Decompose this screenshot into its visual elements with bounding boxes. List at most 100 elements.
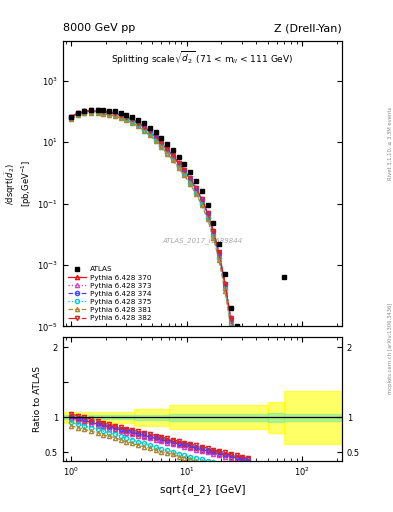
Pythia 6.428 373 [76, 111, 81, 117]
Pythia 6.428 373 [142, 125, 147, 131]
Pythia 6.428 382 [211, 228, 216, 234]
Pythia 6.428 373 [188, 176, 193, 182]
Pythia 6.428 382 [217, 249, 221, 255]
Pythia 6.428 381 [206, 217, 210, 223]
ATLAS [107, 108, 112, 114]
Pythia 6.428 381 [113, 113, 118, 119]
Pythia 6.428 375 [176, 164, 181, 170]
Pythia 6.428 381 [89, 110, 94, 116]
Pythia 6.428 381 [82, 111, 86, 117]
Pythia 6.428 382 [124, 114, 129, 120]
Pythia 6.428 374 [176, 160, 181, 166]
Pythia 6.428 381 [239, 365, 244, 371]
Pythia 6.428 374 [130, 117, 135, 123]
Text: mcplots.cern.ch [arXiv:1306.3436]: mcplots.cern.ch [arXiv:1306.3436] [387, 303, 393, 394]
Pythia 6.428 370 [171, 153, 175, 159]
Pythia 6.428 373 [206, 211, 210, 218]
Pythia 6.428 373 [223, 282, 228, 288]
Pythia 6.428 382 [142, 124, 147, 130]
ATLAS [217, 241, 221, 247]
Pythia 6.428 370 [159, 140, 163, 146]
X-axis label: sqrt{d_2} [GeV]: sqrt{d_2} [GeV] [160, 484, 245, 495]
Pythia 6.428 375 [101, 110, 106, 116]
Pythia 6.428 381 [217, 257, 221, 263]
Pythia 6.428 375 [69, 115, 73, 121]
Pythia 6.428 370 [113, 111, 118, 117]
Pythia 6.428 370 [193, 185, 198, 191]
Pythia 6.428 382 [76, 110, 81, 116]
Pythia 6.428 374 [206, 210, 210, 217]
Pythia 6.428 370 [176, 160, 181, 166]
Pythia 6.428 375 [76, 111, 81, 117]
Pythia 6.428 375 [182, 171, 186, 177]
Pythia 6.428 373 [89, 108, 94, 114]
Pythia 6.428 381 [124, 117, 129, 123]
Pythia 6.428 374 [153, 134, 158, 140]
Pythia 6.428 381 [182, 172, 186, 178]
Pythia 6.428 374 [119, 112, 123, 118]
Pythia 6.428 375 [246, 404, 250, 410]
Pythia 6.428 370 [95, 108, 100, 114]
Pythia 6.428 374 [188, 176, 193, 182]
ATLAS [113, 108, 118, 114]
Pythia 6.428 374 [171, 153, 175, 159]
Pythia 6.428 382 [153, 133, 158, 139]
ATLAS [95, 106, 100, 113]
Pythia 6.428 382 [82, 108, 86, 114]
Pythia 6.428 374 [182, 167, 186, 173]
Pythia 6.428 373 [136, 120, 140, 126]
Pythia 6.428 374 [107, 109, 112, 115]
Pythia 6.428 370 [188, 176, 193, 182]
Text: Z (Drell-Yan): Z (Drell-Yan) [274, 23, 342, 33]
Pythia 6.428 375 [147, 132, 152, 138]
Pythia 6.428 381 [136, 123, 140, 130]
Text: ATLAS_2017_I1589844: ATLAS_2017_I1589844 [162, 238, 242, 244]
Pythia 6.428 370 [223, 282, 228, 288]
Pythia 6.428 375 [89, 109, 94, 115]
Pythia 6.428 382 [69, 114, 73, 120]
Pythia 6.428 375 [153, 137, 158, 143]
Pythia 6.428 374 [234, 334, 239, 340]
Pythia 6.428 374 [95, 108, 100, 114]
Pythia 6.428 375 [119, 114, 123, 120]
Pythia 6.428 381 [171, 157, 175, 163]
Text: 8000 GeV pp: 8000 GeV pp [63, 23, 135, 33]
Pythia 6.428 370 [89, 108, 94, 114]
Line: ATLAS: ATLAS [69, 108, 251, 390]
Pythia 6.428 381 [153, 138, 158, 144]
Pythia 6.428 382 [136, 119, 140, 125]
Pythia 6.428 381 [193, 191, 198, 197]
Pythia 6.428 382 [188, 175, 193, 181]
Pythia 6.428 374 [136, 120, 140, 126]
Line: Pythia 6.428 373: Pythia 6.428 373 [69, 109, 250, 403]
Pythia 6.428 373 [130, 117, 135, 123]
Pythia 6.428 373 [82, 109, 86, 115]
Pythia 6.428 382 [147, 128, 152, 134]
Pythia 6.428 374 [142, 124, 147, 130]
Pythia 6.428 381 [246, 406, 250, 412]
Pythia 6.428 382 [239, 356, 244, 362]
Y-axis label: d$\sigma$
/dsqrt($\widetilde{d}_2$)
[pb,GeV$^{-1}$]: d$\sigma$ /dsqrt($\widetilde{d}_2$) [pb,… [0, 160, 34, 207]
Pythia 6.428 374 [89, 108, 94, 114]
Pythia 6.428 374 [239, 356, 244, 362]
Pythia 6.428 373 [217, 251, 221, 257]
Pythia 6.428 374 [76, 110, 81, 116]
Pythia 6.428 370 [119, 112, 123, 118]
ATLAS [82, 108, 86, 114]
ATLAS [223, 271, 228, 278]
Pythia 6.428 375 [199, 201, 204, 207]
Pythia 6.428 382 [206, 210, 210, 216]
ATLAS [188, 168, 193, 175]
Pythia 6.428 370 [206, 211, 210, 217]
Pythia 6.428 381 [101, 111, 106, 117]
Pythia 6.428 382 [95, 108, 100, 114]
ATLAS [234, 324, 239, 330]
Pythia 6.428 373 [199, 197, 204, 203]
Pythia 6.428 370 [107, 110, 112, 116]
ATLAS [171, 147, 175, 153]
ATLAS [199, 188, 204, 195]
Pythia 6.428 381 [69, 116, 73, 122]
Pythia 6.428 375 [211, 233, 216, 240]
Pythia 6.428 382 [228, 315, 233, 321]
Pythia 6.428 370 [130, 117, 135, 123]
